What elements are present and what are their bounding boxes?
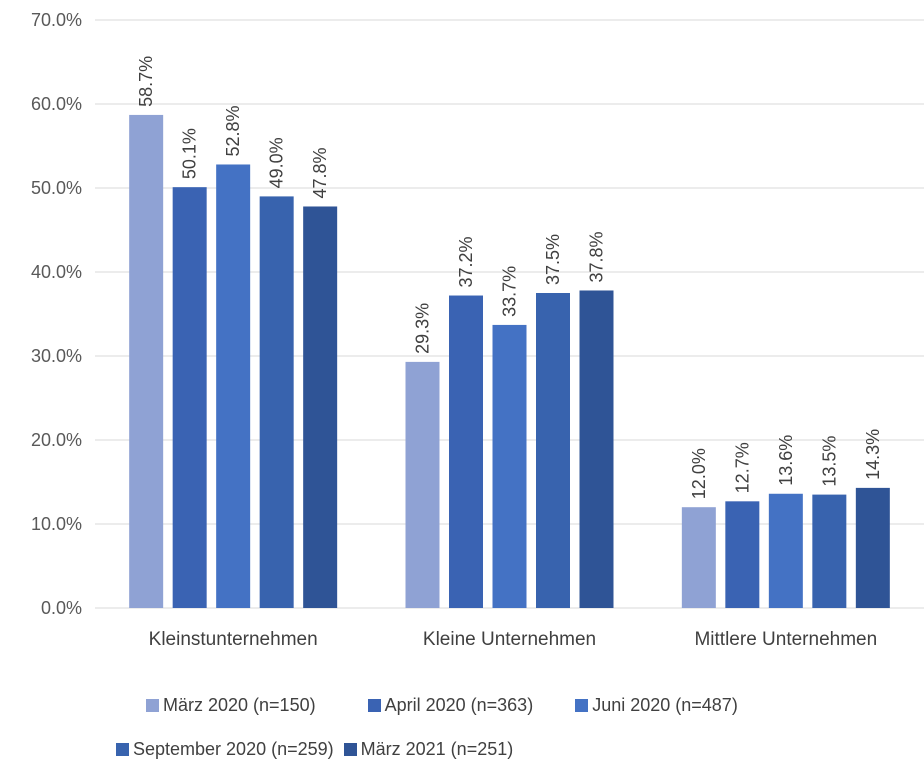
bar — [216, 164, 251, 609]
legend-swatch — [367, 698, 381, 712]
data-label: 37.5% — [543, 234, 563, 285]
y-tick-label: 20.0% — [31, 430, 82, 450]
bar — [725, 501, 760, 608]
data-labels: 58.7% 50.1% 52.8% 49.0% 47.8% 29.3% 37.2% 33.7%… — [136, 56, 883, 499]
data-label: 29.3% — [413, 303, 433, 354]
bar — [855, 487, 890, 608]
legend-row: September 2020 (n=259) März 2021 (n=251) — [116, 737, 523, 761]
y-tick-label: 70.0% — [31, 10, 82, 30]
legend-item: April 2020 (n=363) — [367, 694, 534, 716]
x-category-label: Kleine Unternehmen — [423, 629, 596, 650]
legend-swatch — [343, 742, 357, 756]
legend-swatch — [116, 742, 129, 756]
bar-chart: 0.0%10.0%20.0%30.0%40.0%50.0%60.0%70.0% … — [31, 10, 924, 650]
data-label: 49.0% — [267, 137, 287, 188]
data-label: 14.3% — [863, 429, 883, 480]
legend-label: September 2020 (n=259) — [133, 738, 334, 759]
data-label: 52.8% — [223, 105, 243, 156]
data-label: 58.7% — [136, 56, 156, 107]
legend-row: März 2020 (n=150) April 2020 (n=363) Juni … — [146, 693, 906, 717]
x-category-label: Kleinstunternehmen — [149, 629, 318, 650]
y-tick-label: 10.0% — [31, 514, 82, 534]
bar — [536, 293, 570, 608]
data-label: 50.1% — [180, 128, 200, 179]
legend-item: März 2021 (n=251) — [343, 738, 514, 760]
legend-label: Juni 2020 (n=487) — [592, 694, 738, 715]
y-axis-ticks: 0.0% 10.0% 20.0% 30.0% 40.0% 50.0% 60.0% 70.0% — [31, 10, 82, 618]
bar — [259, 196, 294, 608]
x-axis-categories: Kleinstunternehmen Kleine Unternehmen Mitt… — [149, 629, 878, 650]
legend-label: März 2021 (n=251) — [360, 738, 514, 759]
data-label: 47.8% — [310, 147, 330, 198]
bars — [129, 114, 890, 609]
y-tick-label: 40.0% — [31, 262, 82, 282]
legend-label: April 2020 (n=363) — [384, 694, 534, 715]
bar — [681, 507, 716, 608]
bar — [768, 493, 803, 608]
data-label: 13.6% — [776, 435, 796, 486]
bar — [129, 114, 164, 609]
y-tick-label: 30.0% — [31, 346, 82, 366]
data-label: 12.0% — [689, 448, 709, 499]
legend: März 2020 (n=150) April 2020 (n=363) Juni … — [116, 693, 906, 759]
y-tick-label: 0.0% — [41, 598, 82, 618]
bar — [405, 361, 440, 608]
bar — [449, 295, 483, 608]
data-label: 37.8% — [587, 231, 607, 282]
bar — [492, 324, 527, 608]
legend-item: September 2020 (n=259) — [116, 739, 334, 760]
data-label: 12.7% — [732, 442, 752, 493]
legend-label: März 2020 (n=150) — [163, 694, 316, 715]
legend-item: Juni 2020 (n=487) — [575, 695, 738, 716]
y-tick-label: 60.0% — [31, 94, 82, 114]
legend-swatch — [146, 698, 159, 712]
bar — [812, 494, 847, 608]
x-category-label: Mittlere Unternehmen — [694, 629, 877, 650]
data-label: 13.5% — [819, 436, 839, 487]
bar — [172, 187, 207, 608]
bar — [303, 206, 338, 609]
data-label: 37.2% — [456, 236, 476, 287]
legend-item: März 2020 (n=150) — [146, 695, 316, 716]
data-label: 33.7% — [500, 266, 520, 317]
bar — [579, 290, 614, 608]
legend-swatch — [575, 698, 589, 712]
y-tick-label: 50.0% — [31, 178, 82, 198]
